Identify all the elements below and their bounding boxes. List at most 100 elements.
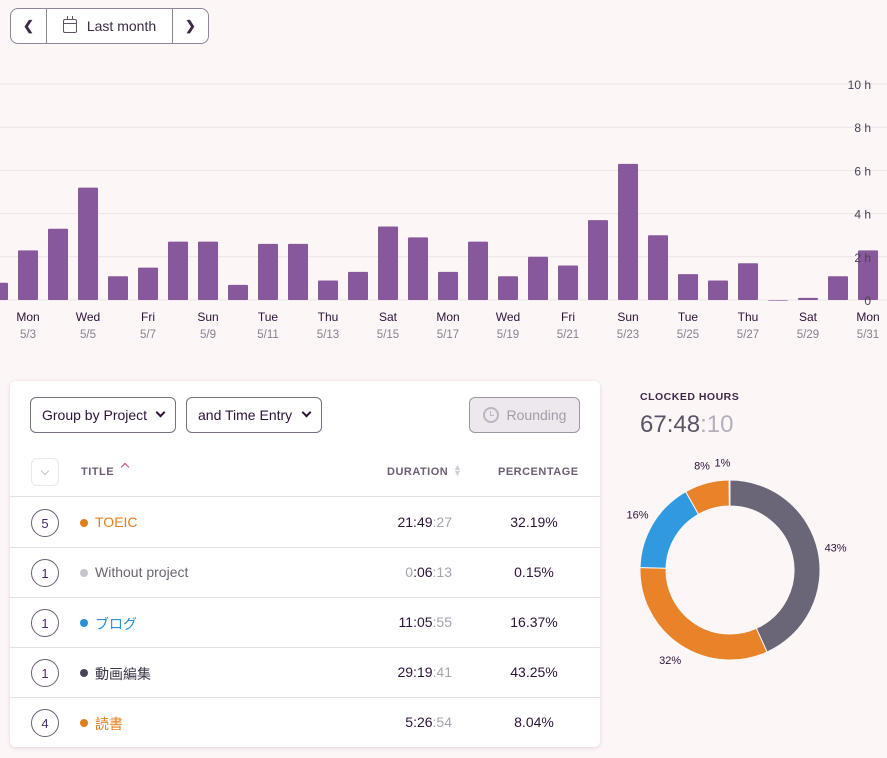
duration-value: 0:06:13: [405, 564, 452, 580]
bar: [648, 235, 668, 300]
entry-count-button[interactable]: 1: [31, 659, 59, 687]
project-name: Without project: [95, 564, 189, 580]
y-tick-label: 8 h: [854, 121, 871, 135]
bar: [108, 276, 128, 300]
daily-hours-bar-chart: 0 2 h 4 h 6 h 8 h 10 h Mon 5/3 Wed 5/5 Fri 5/7 Sun 5/…: [0, 78, 887, 341]
duration-column-header[interactable]: DURATION: [387, 466, 449, 478]
entry-count-button[interactable]: 1: [31, 559, 59, 587]
chevron-left-icon[interactable]: ❮: [23, 18, 34, 33]
group-by-label: Group by Project: [42, 407, 148, 423]
project-name: 読書: [95, 716, 123, 732]
bar: [318, 280, 338, 300]
donut-slice: [729, 479, 821, 653]
x-tick-date: 5/23: [617, 329, 639, 341]
table-row: 1 動画編集 29:19:41 43.25%: [10, 648, 600, 698]
entry-count-button[interactable]: 1: [31, 609, 59, 637]
bar: [348, 271, 368, 300]
bar: [198, 241, 218, 300]
x-tick-date: 5/21: [557, 329, 579, 341]
x-tick-day: Sun: [617, 310, 638, 324]
entry-count-button[interactable]: 5: [31, 509, 59, 537]
percentage-column-header: PERCENTAGE: [498, 466, 579, 478]
duration-value: 5:26:54: [405, 714, 452, 730]
sub-group-select[interactable]: and Time Entry: [186, 397, 322, 433]
x-tick-day: Sat: [379, 310, 398, 324]
percentage-value: 43.25%: [510, 664, 558, 680]
donut-label: 32%: [659, 655, 681, 667]
y-tick-label: 10 h: [848, 78, 871, 92]
bar: [558, 265, 578, 300]
table-row: 1 ブログ 11:05:55 16.37%: [10, 598, 600, 648]
x-tick-date: 5/17: [437, 329, 459, 341]
project-name: ブログ: [95, 616, 137, 632]
title-column-header[interactable]: TITLE: [81, 466, 115, 478]
table-row: 4 読書 5:26:54 8.04%: [10, 698, 600, 748]
bar: [168, 241, 188, 300]
duration-value: 11:05:55: [398, 614, 452, 630]
y-tick-label: 6 h: [854, 164, 871, 178]
x-tick-date: 5/7: [140, 329, 156, 341]
bar: [828, 276, 848, 300]
x-tick-day: Sun: [197, 310, 218, 324]
sort-icon[interactable]: ▲ ▼: [453, 462, 463, 478]
rounding-button[interactable]: Rounding: [469, 397, 580, 433]
percentage-value: 0.15%: [514, 564, 554, 580]
project-name: 動画編集: [95, 666, 151, 682]
bar: [78, 187, 98, 300]
bar: [798, 297, 818, 300]
clocked-hours-label: CLOCKED HOURS: [640, 391, 740, 403]
bar: [378, 226, 398, 300]
clocked-hours-value: 67:48:10: [640, 411, 734, 438]
bar: [708, 280, 728, 300]
bar: [288, 243, 308, 300]
entry-count-button[interactable]: 4: [31, 709, 59, 737]
date-range-button[interactable]: Last month: [46, 9, 173, 43]
bar: [18, 250, 38, 300]
date-range-label: Last month: [86, 18, 157, 34]
group-by-select[interactable]: Group by Project: [30, 397, 176, 433]
bar: [48, 228, 68, 300]
chevron-right-icon[interactable]: ❯: [185, 18, 196, 33]
project-summary-card: Group by Project and Time Entry Rounding…: [10, 381, 600, 747]
date-range-picker: ❮ Last month ❯: [10, 8, 209, 44]
donut-slice: [639, 490, 700, 569]
calendar-icon: [62, 16, 77, 33]
expand-all-button[interactable]: [31, 458, 59, 486]
donut-label: 8%: [694, 461, 710, 473]
bar: [0, 282, 8, 300]
duration-value: 21:49:27: [397, 514, 452, 530]
table-row: 1 Without project 0:06:13 0.15%: [10, 548, 600, 598]
bar: [768, 300, 788, 301]
x-tick-date: 5/25: [677, 329, 699, 341]
project-color-dot: [80, 669, 88, 677]
project-color-dot: [80, 519, 88, 527]
bar: [528, 256, 548, 300]
rounding-label: Rounding: [506, 407, 567, 423]
x-tick-day: Thu: [318, 310, 339, 324]
x-tick-day: Thu: [738, 310, 759, 324]
bar: [468, 241, 488, 300]
x-tick-day: Fri: [141, 310, 155, 324]
donut-label: 16%: [626, 509, 648, 521]
bar: [738, 263, 758, 300]
x-tick-date: 5/11: [257, 329, 279, 341]
x-tick-day: Sat: [799, 310, 818, 324]
bar: [588, 220, 608, 300]
bar: [438, 271, 458, 300]
x-tick-date: 5/29: [797, 329, 819, 341]
table-header: TITLE DURATION ▲ ▼ PERCENTAGE: [10, 457, 600, 497]
sort-ascending-icon[interactable]: [120, 462, 130, 472]
project-color-dot: [80, 719, 88, 727]
chevron-down-icon: [155, 407, 166, 418]
project-color-dot: [80, 619, 88, 627]
x-tick-date: 5/13: [317, 329, 339, 341]
x-tick-date: 5/15: [377, 329, 399, 341]
percentage-value: 8.04%: [514, 714, 554, 730]
bar: [858, 250, 878, 300]
chevron-down-icon: [301, 407, 312, 418]
percentage-value: 32.19%: [510, 514, 558, 530]
y-tick-label: 0: [864, 294, 871, 308]
x-tick-day: Mon: [16, 310, 39, 324]
x-tick-date: 5/3: [20, 329, 36, 341]
y-tick-label: 2 h: [854, 251, 871, 265]
